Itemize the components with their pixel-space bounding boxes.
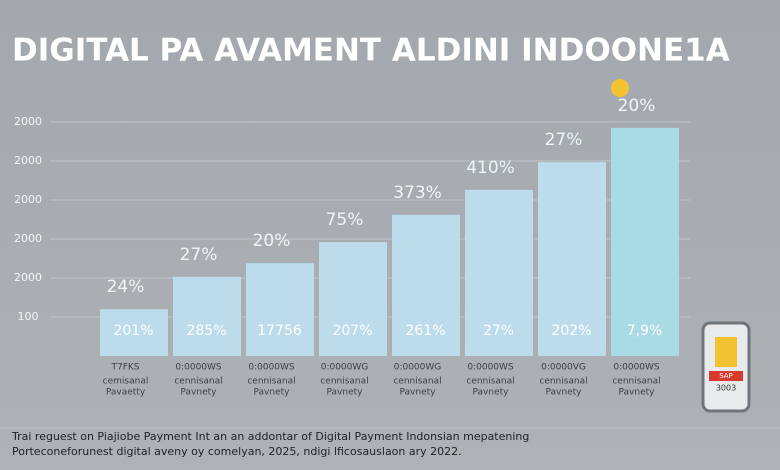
y-tick-label: 2000 [14, 193, 42, 206]
bar-annotation: 24% [107, 277, 145, 297]
bar-annotation: 373% [393, 183, 442, 203]
x-tick-label: T7FKS [110, 363, 139, 373]
x-tick-label: Pavnety [327, 388, 364, 398]
bar-inner-label: 261% [405, 323, 445, 339]
bar [538, 162, 606, 356]
bar-annotation: 20% [618, 96, 656, 116]
phone-label: SAP [719, 372, 733, 380]
bar-inner-label: 201% [113, 323, 153, 339]
phone-card [715, 337, 737, 367]
x-tick-label: cennisanal [174, 377, 222, 387]
x-tick-label: cennisanal [247, 377, 295, 387]
y-tick-label: 100 [18, 310, 39, 323]
bar-annotation: 75% [326, 210, 364, 230]
bar-annotation: 20% [253, 231, 291, 251]
y-tick-label: 2000 [14, 115, 42, 128]
footnote: Trai reguest on Piajiobe Payment Int an … [11, 430, 529, 443]
x-tick-label: Pavnety [254, 388, 291, 398]
x-tick-label: cennisanal [320, 377, 368, 387]
bar-annotation: 27% [545, 130, 583, 150]
bar [100, 309, 168, 356]
bar-inner-label: 202% [551, 323, 591, 339]
bar-inner-label: 17756 [257, 323, 302, 339]
bar-inner-label: 7,9% [627, 323, 663, 339]
x-tick-label: Pavnety [619, 388, 656, 398]
x-tick-label: 0:0000WG [394, 363, 442, 373]
coin-icon [611, 79, 629, 97]
x-tick-label: 0:0000VG [541, 363, 586, 373]
bar [319, 242, 387, 356]
bar [392, 214, 460, 356]
bar [611, 127, 679, 356]
x-tick-label: Pavnety [181, 388, 218, 398]
x-tick-label: Pavnety [400, 388, 437, 398]
x-tick-label: Pavnety [473, 388, 510, 398]
x-tick-label: cennisanal [393, 377, 441, 387]
phone-icon: SAP 3003 [701, 321, 751, 413]
phone-banner [709, 371, 743, 381]
x-tick-label: 0:0000WS [248, 363, 295, 373]
x-tick-label: 0:0000WS [613, 363, 660, 373]
bar-inner-label: 285% [186, 323, 226, 339]
bar [246, 263, 314, 356]
x-tick-label: 0:0000WS [467, 363, 514, 373]
phone-label: 3003 [716, 384, 736, 393]
x-tick-label: cennisanal [539, 377, 587, 387]
y-tick-label: 2000 [14, 154, 42, 167]
x-tick-label: cennisanal [466, 377, 514, 387]
bar [465, 189, 533, 356]
x-tick-label: 0:0000WG [321, 363, 369, 373]
y-tick-label: 2000 [14, 232, 42, 245]
chart-title: DIGITAL PA AVAMENT ALDINI INDOONE1A [12, 33, 730, 69]
y-tick-label: 2000 [14, 271, 42, 284]
bar-inner-label: 27% [483, 323, 514, 339]
bar-annotation: 27% [180, 245, 218, 265]
x-tick-label: cemisanal [103, 377, 149, 387]
bar-annotation: 410% [466, 158, 515, 178]
x-tick-label: Pavaetty [106, 388, 146, 398]
x-tick-label: 0:0000WS [175, 363, 222, 373]
x-tick-label: Pavnety [546, 388, 583, 398]
x-tick-label: cennisanal [612, 377, 660, 387]
bar-inner-label: 207% [332, 323, 372, 339]
bar [173, 276, 241, 356]
footnote: Porteconeforunest digital aveny oy comel… [12, 445, 462, 458]
